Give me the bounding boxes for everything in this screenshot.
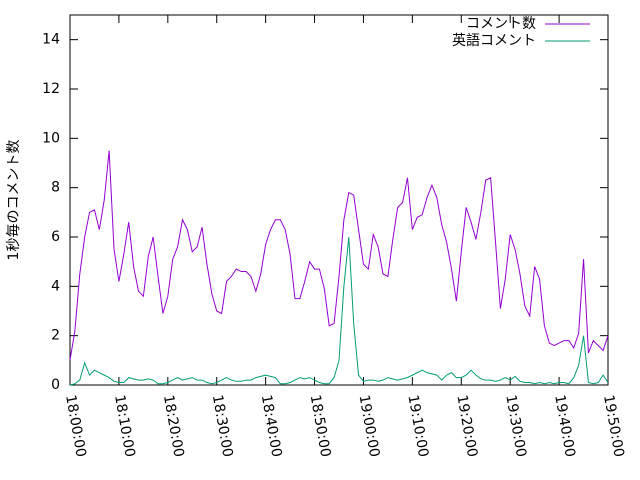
x-tick-label: 18:50:00 [307, 394, 334, 459]
x-tick-label: 18:20:00 [160, 394, 187, 459]
y-tick-label: 8 [51, 180, 60, 196]
x-tick-label: 19:10:00 [404, 394, 431, 459]
y-axis-label: 1秒毎のコメント数 [6, 140, 22, 261]
y-tick-label: 6 [51, 229, 60, 245]
y-tick-label: 12 [42, 81, 60, 97]
x-tick-label: 19:40:00 [551, 394, 578, 459]
x-tick-label: 18:00:00 [62, 394, 89, 459]
legend-label: コメント数 [466, 16, 536, 32]
legend-label: 英語コメント [452, 32, 536, 49]
x-tick-label: 18:40:00 [258, 394, 285, 459]
y-tick-label: 0 [51, 377, 60, 393]
y-tick-label: 2 [51, 328, 60, 344]
x-tick-label: 18:10:00 [111, 394, 138, 459]
x-tick-label: 19:30:00 [502, 394, 529, 459]
line-series [69, 236, 609, 386]
x-tick-label: 18:30:00 [209, 394, 236, 459]
line-series [69, 150, 609, 361]
x-tick-label: 19:50:00 [600, 394, 627, 459]
x-tick-label: 19:20:00 [453, 394, 480, 459]
y-tick-label: 4 [51, 278, 60, 294]
plot-border [69, 14, 609, 386]
y-tick-label: 14 [42, 32, 60, 48]
x-tick-label: 19:00:00 [356, 394, 383, 459]
y-tick-label: 10 [42, 130, 60, 146]
